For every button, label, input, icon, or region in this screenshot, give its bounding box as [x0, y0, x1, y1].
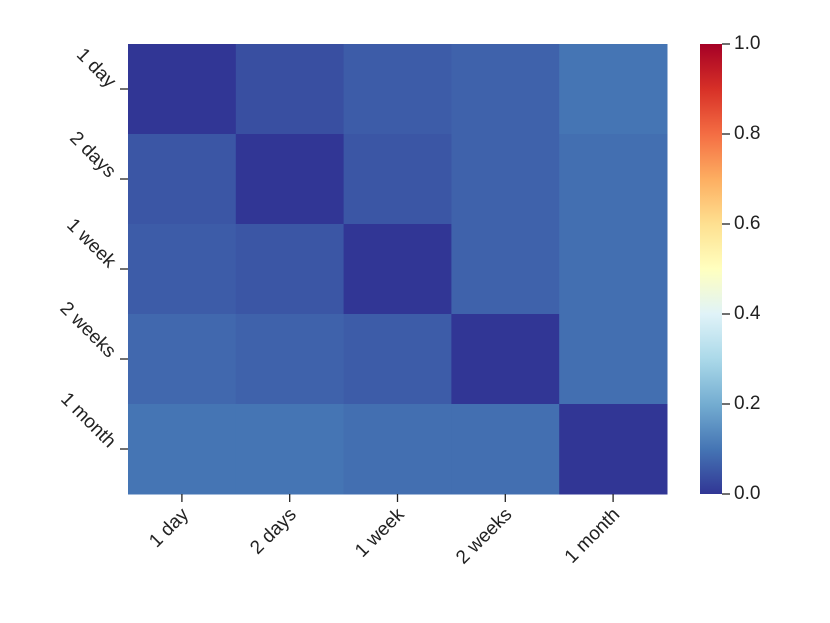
x-tick-label: 1 day — [145, 504, 193, 552]
heatmap-cell — [343, 404, 452, 495]
heatmap-cell — [128, 44, 237, 135]
y-tick-label: 2 days — [65, 128, 119, 182]
heatmap-cell — [559, 224, 668, 315]
heatmap-cell — [451, 44, 560, 135]
heatmap-cell — [235, 134, 345, 225]
colorbar-tick-label: 0.8 — [734, 123, 760, 144]
x-tick-label: 2 weeks — [452, 504, 516, 568]
heatmap-cell — [128, 314, 237, 405]
heatmap-cell — [128, 404, 237, 495]
y-tick-label: 1 month — [56, 389, 119, 452]
y-tick-label: 1 week — [62, 215, 120, 273]
x-tick-label: 1 week — [351, 504, 409, 562]
heatmap-cell — [343, 134, 452, 225]
heatmap-cell — [343, 314, 452, 405]
heatmap-cell — [235, 314, 345, 405]
x-tick-label: 2 days — [246, 504, 300, 558]
x-tick-label: 1 month — [561, 504, 624, 567]
heatmap-cell — [235, 224, 345, 315]
heatmap-cell — [451, 404, 560, 495]
y-tick-label: 2 weeks — [56, 298, 120, 362]
colorbar-tick-label: 1.0 — [734, 33, 760, 54]
heatmap-cell — [559, 404, 668, 495]
colorbar-tick-label: 0.6 — [734, 213, 760, 234]
heatmap-cell — [451, 224, 560, 315]
colorbar — [700, 44, 722, 494]
heatmap-cell — [128, 224, 237, 315]
heatmap-cell — [559, 44, 668, 135]
heatmap-cell — [235, 44, 345, 135]
colorbar-tick-label: 0.2 — [734, 393, 760, 414]
heatmap-cell — [559, 314, 668, 405]
heatmap-cell — [235, 404, 345, 495]
heatmap-cell — [343, 44, 452, 135]
colorbar-tick-label: 0.4 — [734, 303, 761, 324]
colorbar-tick-label: 0.0 — [734, 483, 760, 504]
heatmap-cell — [559, 134, 668, 225]
heatmap-cell — [451, 314, 560, 405]
y-tick-label: 1 day — [72, 44, 120, 92]
heatmap-cell — [343, 224, 452, 315]
heatmap-cell — [451, 134, 560, 225]
heatmap-cell — [128, 134, 237, 225]
